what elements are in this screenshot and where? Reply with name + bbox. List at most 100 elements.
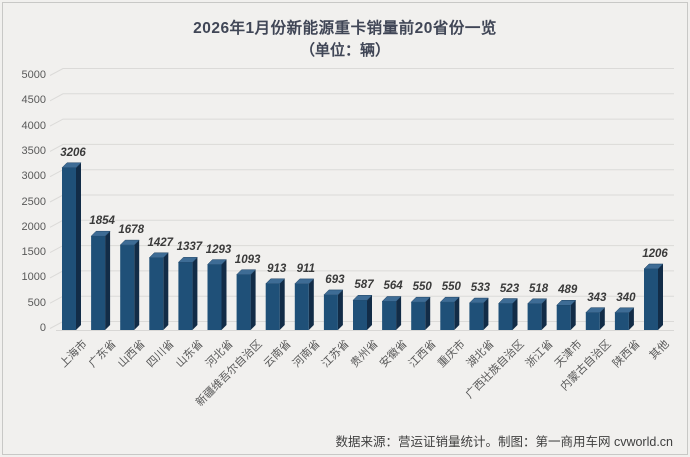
gridline-1000 bbox=[49, 270, 674, 279]
value-label-其他: 1206 bbox=[642, 247, 668, 260]
y-tick-1500: 1500 bbox=[21, 246, 46, 259]
bar-front-face bbox=[440, 302, 455, 330]
gridline-2500 bbox=[49, 194, 674, 203]
value-label-山东省: 1337 bbox=[176, 241, 203, 254]
bar-side-face bbox=[367, 295, 372, 330]
bar-side-face bbox=[512, 298, 518, 330]
bar-side-face bbox=[541, 298, 547, 330]
bar-side-face bbox=[658, 263, 663, 330]
value-label-上海市: 3206 bbox=[60, 146, 86, 159]
bar-side-face bbox=[425, 297, 431, 330]
bar-内蒙古自治区 bbox=[585, 307, 606, 330]
value-label-内蒙古自治区: 343 bbox=[587, 291, 607, 304]
bar-广西壮族自治区 bbox=[497, 298, 519, 330]
y-tick-2000: 2000 bbox=[21, 220, 46, 233]
gridline-3500 bbox=[49, 143, 674, 152]
bar-side-face bbox=[483, 298, 489, 330]
bar-side-face bbox=[570, 300, 576, 330]
bar-四川省 bbox=[148, 252, 169, 330]
bar-重庆市 bbox=[439, 296, 460, 330]
bar-广东省 bbox=[90, 230, 111, 330]
bar-front-face bbox=[614, 312, 629, 330]
bar-front-face bbox=[585, 312, 600, 330]
bar-front-face bbox=[149, 257, 164, 330]
bar-河南省 bbox=[294, 278, 315, 330]
bar-front-face bbox=[469, 303, 484, 330]
y-tick-3500: 3500 bbox=[21, 144, 46, 157]
bar-上海市 bbox=[61, 162, 82, 330]
bar-湖北省 bbox=[468, 297, 490, 330]
bar-山西省 bbox=[119, 239, 140, 330]
bar-front-face bbox=[120, 245, 135, 330]
bar-front-face bbox=[411, 302, 426, 330]
value-label-湖北省: 533 bbox=[470, 282, 490, 295]
bar-陕西省 bbox=[614, 307, 635, 330]
bar-浙江省 bbox=[526, 298, 548, 330]
y-tick-1000: 1000 bbox=[21, 271, 46, 284]
bar-front-face bbox=[323, 294, 338, 330]
value-label-陕西省: 340 bbox=[616, 291, 636, 304]
bar-安徽省 bbox=[381, 296, 402, 330]
bar-front-face bbox=[91, 236, 106, 330]
bar-side-face bbox=[308, 278, 314, 330]
bar-front-face bbox=[294, 283, 309, 330]
bar-front-face bbox=[498, 303, 513, 330]
y-tick-4000: 4000 bbox=[21, 119, 46, 132]
bar-side-face bbox=[599, 307, 605, 330]
bar-云南省 bbox=[265, 278, 286, 330]
value-label-安徽省: 564 bbox=[383, 280, 403, 293]
value-label-云南省: 913 bbox=[267, 262, 287, 275]
bar-side-face bbox=[105, 231, 111, 330]
gridline-4500 bbox=[49, 93, 674, 102]
data-source-note: 数据来源：营运证销量统计。制图：第一商用车网 cvworld.cn bbox=[335, 435, 673, 449]
value-label-河南省: 911 bbox=[296, 262, 315, 275]
bar-河北省 bbox=[206, 259, 228, 330]
bar-贵州省 bbox=[352, 295, 373, 330]
bar-新疆维吾尔自治区 bbox=[235, 269, 257, 330]
value-label-江西省: 550 bbox=[412, 281, 432, 294]
bar-side-face bbox=[396, 296, 402, 330]
bar-front-face bbox=[207, 264, 222, 330]
chart-title: 2026年1月份新能源重卡销量前20省份一览 bbox=[193, 20, 497, 37]
bar-side-face bbox=[628, 307, 634, 330]
bar-江苏省 bbox=[323, 289, 344, 330]
bar-side-face bbox=[76, 162, 81, 330]
gridline-4000 bbox=[49, 118, 674, 127]
bar-front-face bbox=[178, 262, 193, 330]
value-label-四川省: 1427 bbox=[147, 236, 174, 249]
bar-front-face bbox=[353, 300, 367, 330]
value-label-浙江省: 518 bbox=[529, 282, 549, 295]
y-tick-500: 500 bbox=[27, 296, 46, 309]
bar-front-face bbox=[644, 268, 658, 330]
bar-side-face bbox=[163, 252, 169, 330]
y-tick-4500: 4500 bbox=[21, 94, 46, 107]
bar-front-face bbox=[382, 301, 397, 330]
bar-山东省 bbox=[177, 257, 199, 330]
gridline-5000 bbox=[49, 68, 674, 76]
bar-front-face bbox=[236, 274, 251, 330]
y-tick-2500: 2500 bbox=[21, 195, 46, 208]
chart-subtitle-unit: （单位：辆） bbox=[299, 42, 390, 59]
bar-side-face bbox=[337, 289, 343, 330]
y-tick-5000: 5000 bbox=[21, 69, 46, 81]
value-label-新疆维吾尔自治区: 1093 bbox=[234, 253, 261, 266]
bar-side-face bbox=[279, 278, 285, 330]
bar-front-face bbox=[62, 167, 76, 330]
value-label-天津市: 489 bbox=[558, 284, 578, 297]
bar-front-face bbox=[265, 283, 280, 330]
value-label-广西壮族自治区: 523 bbox=[499, 282, 520, 295]
value-label-重庆市: 550 bbox=[441, 281, 461, 294]
bar-江西省 bbox=[410, 296, 431, 330]
y-tick-3000: 3000 bbox=[21, 170, 46, 183]
bar-front-face bbox=[556, 305, 571, 330]
value-label-河北省: 1293 bbox=[205, 243, 232, 256]
bar-side-face bbox=[454, 297, 460, 330]
y-tick-0: 0 bbox=[39, 322, 46, 334]
bar-其他 bbox=[643, 263, 664, 330]
bar-side-face bbox=[192, 257, 198, 330]
bar-天津市 bbox=[556, 300, 577, 330]
bar-side-face bbox=[250, 269, 256, 330]
bar-side-face bbox=[134, 240, 140, 330]
